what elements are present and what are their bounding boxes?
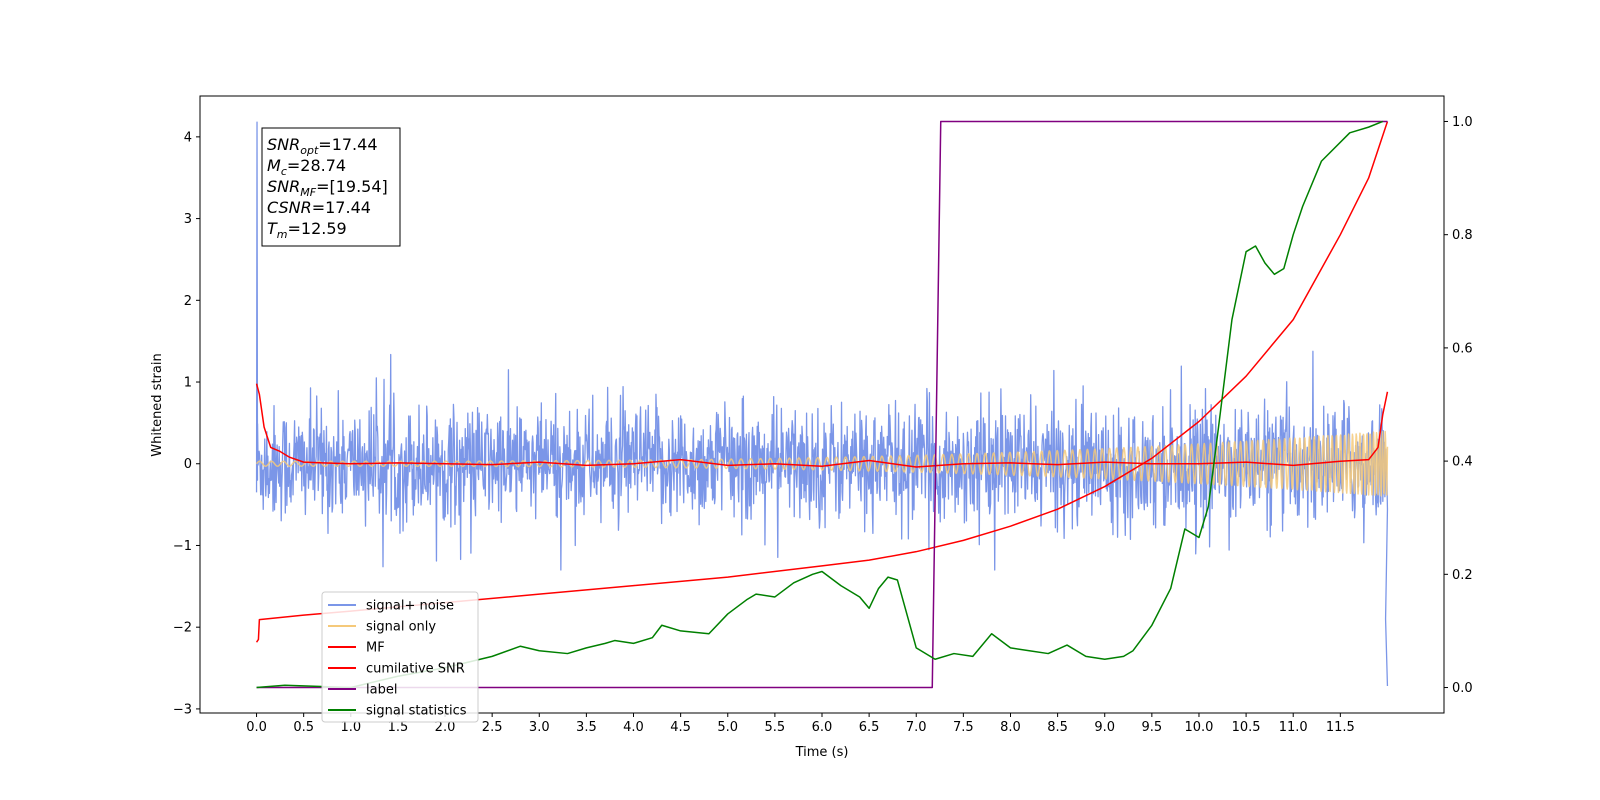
info-symbol: M — [267, 156, 281, 175]
info-box-frame — [261, 127, 401, 247]
legend-frame — [321, 591, 479, 723]
info-subscript: opt — [300, 144, 319, 157]
y-right-tick-label: 0.6 — [1452, 341, 1473, 356]
x-tick-label: 0.5 — [293, 720, 314, 735]
x-axis-label: Time (s) — [795, 745, 849, 760]
info-line: SNRopt=17.44 — [267, 135, 378, 157]
info-subscript: m — [277, 228, 288, 241]
x-tick-label: 3.0 — [529, 720, 550, 735]
series-line-2 — [255, 383, 1389, 468]
y-right-tick-label: 0.4 — [1452, 455, 1473, 470]
x-tick-label: 1.5 — [388, 720, 409, 735]
series-line-5 — [256, 120, 1384, 689]
legend-label: MF — [366, 641, 385, 656]
info-symbol: T — [267, 219, 278, 238]
y-tick-label: 2 — [184, 294, 192, 309]
info-value: =28.74 — [287, 156, 346, 175]
info-symbol: SNR — [267, 177, 300, 196]
x-tick-label: 10.0 — [1184, 720, 1213, 735]
info-value: =12.59 — [288, 219, 347, 238]
info-subscript: MF — [300, 186, 316, 199]
x-tick-label: 6.0 — [812, 720, 833, 735]
info-value: =17.44 — [312, 198, 371, 217]
x-tick-label: 5.5 — [765, 720, 786, 735]
x-tick-label: 3.5 — [576, 720, 597, 735]
x-tick-label: 2.0 — [435, 720, 456, 735]
legend-label: signal only — [366, 620, 436, 635]
x-tick-label: 2.5 — [482, 720, 503, 735]
y-tick-label: 0 — [184, 457, 192, 472]
y-tick-label: −3 — [173, 702, 192, 717]
info-box: SNRopt=17.44Mc=28.74SNRMF=[19.54]CSNR=17… — [261, 127, 401, 247]
x-tick-label: 4.5 — [670, 720, 691, 735]
legend-label: signal statistics — [366, 704, 467, 719]
x-tick-label: 5.0 — [717, 720, 738, 735]
x-tick-label: 0.0 — [246, 720, 267, 735]
x-tick-label: 6.5 — [859, 720, 880, 735]
info-value: =17.44 — [318, 135, 377, 154]
series-line-1 — [255, 430, 1389, 497]
x-tick-label: 11.0 — [1279, 720, 1308, 735]
info-line: SNRMF=[19.54] — [267, 177, 388, 199]
x-tick-label: 9.5 — [1142, 720, 1163, 735]
legend-label: signal+ noise — [366, 599, 454, 614]
x-tick-label: 1.0 — [340, 720, 361, 735]
series-line-4 — [256, 120, 1388, 689]
x-tick-label: 7.0 — [906, 720, 927, 735]
y-tick-label: 3 — [184, 212, 192, 227]
x-tick-label: 8.0 — [1000, 720, 1021, 735]
y-right-tick-label: 1.0 — [1452, 115, 1473, 130]
x-tick-label: 10.5 — [1232, 720, 1261, 735]
info-line: Tm=12.59 — [267, 219, 347, 241]
info-value: =[19.54] — [316, 177, 388, 196]
x-tick-label: 11.5 — [1326, 720, 1355, 735]
legend-label: cumilative SNR — [366, 662, 465, 677]
y-right-tick-label: 0.8 — [1452, 228, 1473, 243]
info-line: Mc=28.74 — [267, 156, 346, 178]
y-tick-label: 4 — [184, 130, 192, 145]
y-right-tick-label: 0.0 — [1452, 681, 1473, 696]
y-tick-label: −1 — [173, 539, 192, 554]
x-tick-label: 9.0 — [1094, 720, 1115, 735]
y-tick-label: −2 — [173, 621, 192, 636]
series-line-3 — [255, 121, 1389, 643]
x-tick-label: 4.0 — [623, 720, 644, 735]
info-symbol: SNR — [267, 135, 300, 154]
info-line: CSNR=17.44 — [267, 198, 371, 217]
info-subscript: c — [281, 165, 287, 178]
x-tick-label: 8.5 — [1047, 720, 1068, 735]
y-tick-label: 1 — [184, 376, 192, 391]
info-symbol: CSNR — [267, 198, 312, 217]
legend: signal+ noise signal only MF cumilative SNR… — [321, 591, 479, 723]
y-right-tick-label: 0.2 — [1452, 568, 1473, 583]
legend-label: label — [366, 683, 397, 698]
x-tick-label: 7.5 — [953, 720, 974, 735]
y-axis-label: Whitened strain — [150, 353, 165, 456]
